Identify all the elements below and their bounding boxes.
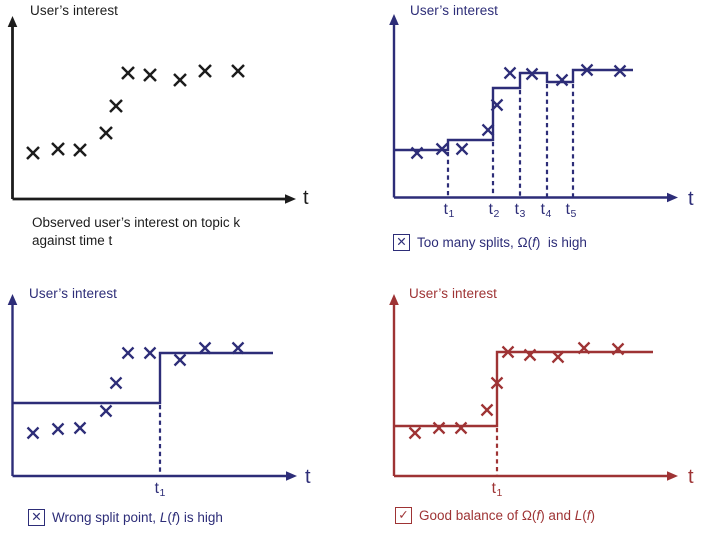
tick-label-t3: t3 [514, 201, 526, 220]
data-point-crosses [26, 341, 245, 440]
axes-lines [392, 301, 671, 478]
caption-math-segment: f [171, 510, 176, 525]
wrong-split-point-caption: ✕ Wrong split point, L(f) is high [28, 509, 223, 526]
observed-data-caption: Observed user’s interest on topic k again… [32, 214, 240, 249]
y-axis-title: User’s interest [409, 286, 498, 301]
x-box-icon: ✕ [393, 234, 410, 251]
caption-segment: ( [167, 510, 172, 525]
caption-segment: Too many splits, Ω( [417, 235, 533, 250]
caption-segment: ) and [540, 508, 575, 523]
data-point-crosses [410, 63, 627, 160]
y-axis-title: User’s interest [29, 286, 118, 301]
x-axis-label: t [305, 466, 311, 488]
step-function-line [394, 68, 633, 152]
caption-math-segment: f [532, 235, 536, 250]
x-axis-label: t [688, 466, 694, 488]
axes-lines [11, 301, 290, 478]
data-point-crosses [26, 64, 245, 160]
tick-label-t2: t2 [488, 201, 500, 220]
axis-arrowheads [7, 294, 297, 481]
y-axis-title: User’s interest [410, 3, 499, 18]
observed-data-panel: User’s interest t Observed user’s interest… [0, 0, 351, 267]
data-point-crosses [408, 341, 625, 440]
too-many-splits-plot [389, 14, 678, 203]
observed-data-plot [7, 16, 296, 204]
caption-segment: Good balance of Ω( [419, 508, 537, 523]
caption-segment: ) [590, 508, 596, 523]
caption-text: Too many splits, Ω(f) is high [417, 235, 587, 250]
tick-base: t [154, 480, 159, 497]
tick-label-t5: t5 [565, 201, 577, 220]
tick-base: t [443, 201, 448, 218]
caption-text: Good balance of Ω(f) and L(f) [419, 508, 595, 523]
tick-label-t1: t1 [491, 480, 503, 499]
tick-base: t [514, 201, 519, 218]
caption-math-segment: f [536, 508, 541, 523]
axes-lines [392, 21, 671, 199]
tick-base: t [491, 480, 496, 497]
caption-math-segment: L [159, 510, 168, 525]
caption-line: Observed user’s interest on topic k [32, 215, 241, 230]
caption-math-segment: f [586, 508, 591, 523]
step-function-line [394, 350, 653, 428]
caption-segment: ) is high [175, 510, 223, 525]
x-axis-label: t [303, 187, 309, 209]
tick-subscript: 5 [570, 208, 577, 220]
tick-label-t1: t1 [443, 201, 455, 220]
tick-base: t [488, 201, 493, 218]
tick-base: t [565, 201, 570, 218]
too-many-splits-caption: ✕ Too many splits, Ω(f) is high [393, 234, 587, 251]
tick-subscript: 3 [519, 208, 526, 220]
good-balance-panel: User’s interest t t1 ✓ Good balance of Ω(f) … [352, 267, 703, 534]
tick-subscript: 4 [545, 208, 552, 220]
tick-label-t1: t1 [154, 480, 166, 499]
caption-line: against time t [32, 232, 113, 248]
x-box-icon: ✕ [28, 509, 45, 526]
check-box-icon: ✓ [395, 507, 412, 524]
caption-text: Wrong split point, L(f) is high [52, 510, 223, 525]
y-axis-title: User’s interest [30, 3, 119, 18]
caption-segment: ( [582, 508, 587, 523]
x-axis-label: t [688, 188, 694, 210]
caption-segment: ) is high [535, 235, 587, 250]
tick-subscript: 2 [493, 208, 500, 220]
tick-label-t4: t4 [540, 201, 552, 220]
step-function-line [12, 351, 273, 405]
tick-base: t [540, 201, 545, 218]
split-dashed-lines [446, 84, 575, 198]
axes-lines [11, 23, 289, 201]
axis-arrowheads [389, 14, 678, 203]
caption-segment: Wrong split point, [52, 510, 160, 525]
wrong-split-point-panel: User’s interest t t1 ✕ Wrong split point, L(… [0, 267, 351, 534]
caption-math-segment: L [574, 508, 583, 523]
tick-subscript: 1 [159, 487, 166, 499]
good-balance-caption: ✓ Good balance of Ω(f) and L(f) [395, 507, 595, 524]
good-balance-plot [389, 294, 678, 481]
wrong-split-point-plot [7, 294, 297, 481]
axis-arrowheads [389, 294, 678, 481]
tick-subscript: 1 [496, 487, 503, 499]
axis-arrowheads [7, 16, 296, 204]
tick-subscript: 1 [448, 208, 455, 220]
too-many-splits-panel: User’s interest t t1 t2 t3 t4 t5 ✕ Too many spli… [351, 0, 703, 267]
